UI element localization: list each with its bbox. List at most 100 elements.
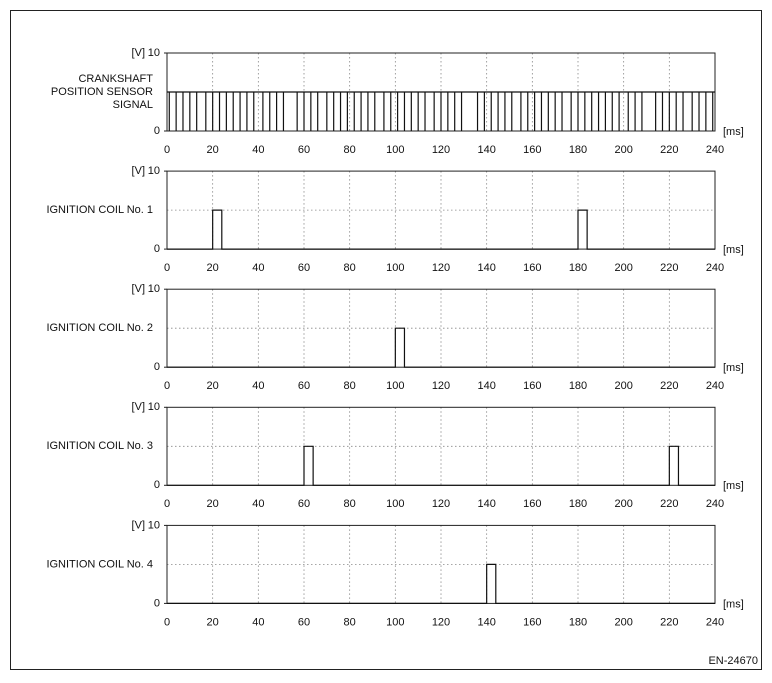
x-tick-label: 40: [252, 380, 264, 392]
x-tick-label: 180: [569, 144, 587, 156]
figure-code: EN-24670: [708, 655, 758, 667]
x-tick-label: 240: [706, 144, 724, 156]
x-tick-label: 200: [614, 616, 632, 628]
x-tick-label: 180: [569, 616, 587, 628]
x-tick-label: 80: [344, 498, 356, 510]
x-unit: [ms]: [723, 598, 744, 610]
x-tick-label: 180: [569, 262, 587, 274]
x-tick-label: 60: [298, 262, 310, 274]
x-tick-label: 0: [164, 262, 170, 274]
x-tick-label: 120: [432, 498, 450, 510]
x-tick-label: 40: [252, 498, 264, 510]
x-unit: [ms]: [723, 244, 744, 256]
y-tick-label: 10: [148, 401, 160, 413]
signal-label: IGNITION COIL No. 1: [46, 204, 153, 216]
signal-line: [167, 563, 715, 604]
x-tick-label: 140: [477, 616, 495, 628]
y-tick-label: 0: [154, 479, 160, 491]
x-tick-label: 80: [344, 380, 356, 392]
x-tick-label: 160: [523, 380, 541, 392]
x-tick-label: 160: [523, 262, 541, 274]
x-tick-label: 160: [523, 498, 541, 510]
y-tick-label: 0: [154, 361, 160, 373]
y-tick-label: 0: [154, 597, 160, 609]
x-tick-label: 120: [432, 144, 450, 156]
x-tick-label: 160: [523, 616, 541, 628]
x-tick-label: 140: [477, 380, 495, 392]
x-tick-label: 0: [164, 498, 170, 510]
x-tick-label: 40: [252, 262, 264, 274]
x-tick-label: 0: [164, 616, 170, 628]
x-tick-label: 60: [298, 144, 310, 156]
x-tick-label: 120: [432, 380, 450, 392]
y-unit: [V]: [132, 283, 145, 295]
y-unit: [V]: [132, 165, 145, 177]
plot-frame: [166, 406, 716, 486]
signal-label: IGNITION COIL No. 3: [46, 440, 153, 452]
x-tick-label: 100: [386, 498, 404, 510]
x-tick-label: 20: [207, 144, 219, 156]
x-tick-label: 160: [523, 144, 541, 156]
x-unit: [ms]: [723, 126, 744, 138]
x-tick-label: 200: [614, 144, 632, 156]
signal-line: [167, 327, 715, 368]
signal-label: CRANKSHAFT: [78, 73, 153, 85]
x-tick-label: 80: [344, 616, 356, 628]
x-tick-label: 220: [660, 498, 678, 510]
x-tick-label: 20: [207, 498, 219, 510]
x-tick-label: 20: [207, 262, 219, 274]
y-unit: [V]: [132, 519, 145, 531]
signal-label: SIGNAL: [113, 99, 153, 111]
x-tick-label: 40: [252, 144, 264, 156]
signal-line: [167, 209, 715, 250]
y-tick-label: 0: [154, 125, 160, 137]
signal-line: [167, 445, 715, 486]
x-tick-label: 180: [569, 380, 587, 392]
x-tick-label: 240: [706, 380, 724, 392]
x-tick-label: 20: [207, 380, 219, 392]
x-tick-label: 0: [164, 144, 170, 156]
x-unit: [ms]: [723, 480, 744, 492]
plot-frame: [166, 170, 716, 250]
x-tick-label: 60: [298, 498, 310, 510]
x-tick-label: 120: [432, 262, 450, 274]
x-tick-label: 0: [164, 380, 170, 392]
x-tick-label: 100: [386, 262, 404, 274]
x-tick-label: 240: [706, 262, 724, 274]
x-tick-label: 100: [386, 616, 404, 628]
x-tick-label: 20: [207, 616, 219, 628]
x-tick-label: 100: [386, 144, 404, 156]
x-tick-label: 60: [298, 616, 310, 628]
y-tick-label: 10: [148, 47, 160, 59]
y-tick-label: 10: [148, 283, 160, 295]
x-tick-label: 140: [477, 144, 495, 156]
x-tick-label: 220: [660, 144, 678, 156]
x-tick-label: 100: [386, 380, 404, 392]
plot-frame: [166, 288, 716, 368]
x-tick-label: 140: [477, 498, 495, 510]
signal-label: POSITION SENSOR: [51, 86, 153, 98]
x-tick-label: 200: [614, 380, 632, 392]
x-tick-label: 200: [614, 262, 632, 274]
x-tick-label: 120: [432, 616, 450, 628]
x-tick-label: 80: [344, 262, 356, 274]
x-tick-label: 220: [660, 262, 678, 274]
y-tick-label: 10: [148, 165, 160, 177]
x-tick-label: 200: [614, 498, 632, 510]
x-tick-label: 40: [252, 616, 264, 628]
x-tick-label: 80: [344, 144, 356, 156]
x-tick-label: 240: [706, 616, 724, 628]
signal-label: IGNITION COIL No. 4: [46, 558, 153, 570]
y-unit: [V]: [132, 47, 145, 59]
figure-border: [10, 10, 762, 670]
x-tick-label: 220: [660, 380, 678, 392]
x-tick-label: 140: [477, 262, 495, 274]
x-tick-label: 240: [706, 498, 724, 510]
plot-frame: [166, 524, 716, 604]
y-tick-label: 0: [154, 243, 160, 255]
y-unit: [V]: [132, 401, 145, 413]
signal-label: IGNITION COIL No. 2: [46, 322, 153, 334]
x-tick-label: 180: [569, 498, 587, 510]
x-unit: [ms]: [723, 362, 744, 374]
